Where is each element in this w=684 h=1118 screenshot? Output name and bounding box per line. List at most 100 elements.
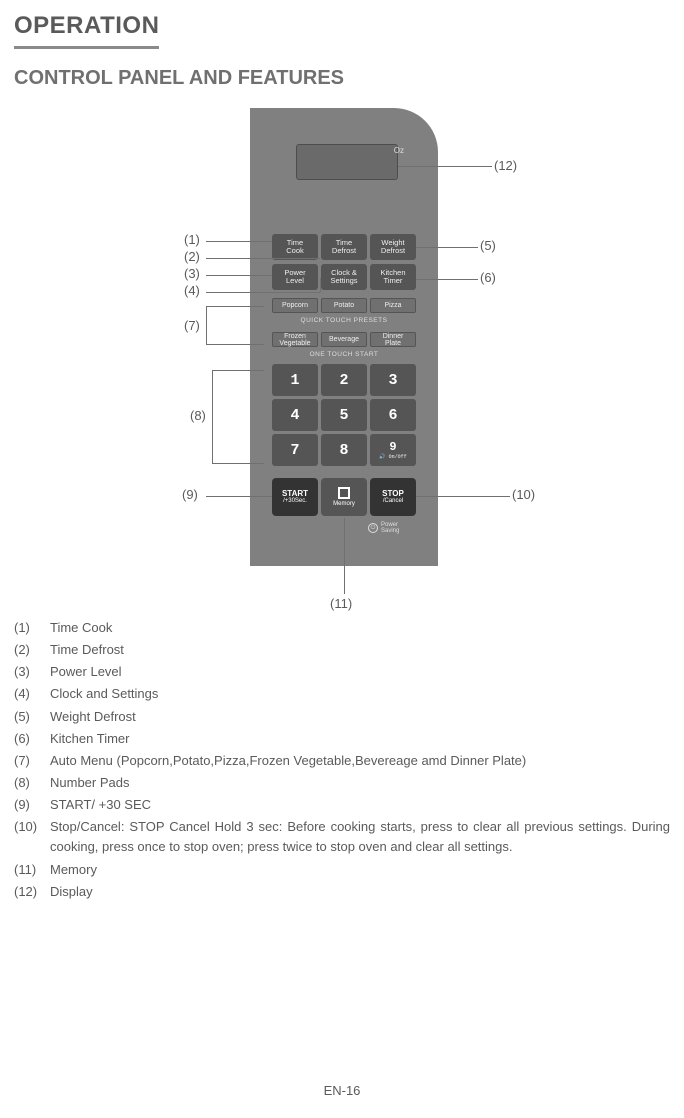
line-7a — [206, 306, 264, 307]
legend-row: (4)Clock and Settings — [14, 684, 670, 704]
legend-row: (8) Number Pads — [14, 773, 670, 793]
weight-defrost-button[interactable]: WeightDefrost — [370, 234, 416, 260]
legend-text: Weight Defrost — [50, 707, 670, 727]
stop-button[interactable]: STOP /Cancel — [370, 478, 416, 516]
memory-sub: Memory — [333, 501, 355, 507]
callout-4: (4) — [184, 283, 200, 298]
time-cook-button[interactable]: TimeCook — [272, 234, 318, 260]
legend-num: (3) — [14, 662, 50, 682]
legend-num: (2) — [14, 640, 50, 660]
callout-5: (5) — [480, 238, 496, 253]
one-touch-label: ONE TOUCH START — [250, 351, 438, 358]
line-5 — [416, 247, 478, 248]
legend-row: (5)Weight Defrost — [14, 707, 670, 727]
callout-7: (7) — [184, 318, 200, 333]
line-10 — [416, 496, 510, 497]
line-1 — [206, 241, 272, 242]
preset-potato[interactable]: Potato — [321, 298, 367, 313]
sound-onoff: 🔊 On/Off — [379, 454, 406, 460]
callout-2: (2) — [184, 249, 200, 264]
number-pad: 1 2 3 4 5 6 7 8 9 🔊 On/Off — [272, 364, 416, 466]
legend-text: Number Pads — [50, 773, 670, 793]
line-2 — [206, 258, 320, 259]
legend-num: (10) — [14, 817, 50, 857]
num-9-digit: 9 — [389, 440, 396, 454]
preset-row-1: Popcorn Potato Pizza — [272, 298, 416, 313]
legend-row: (12) Display — [14, 882, 670, 902]
legend-row: (3)Power Level — [14, 662, 670, 682]
legend-text: Power Level — [50, 662, 670, 682]
bottom-row: START /+30Sec. Memory STOP /Cancel — [272, 478, 416, 516]
line-8v — [212, 370, 213, 463]
legend-row: (6)Kitchen Timer — [14, 729, 670, 749]
legend-list: (1)Time Cook(2)Time Defrost(3)Power Leve… — [14, 618, 670, 902]
legend-text: Clock and Settings — [50, 684, 670, 704]
kitchen-timer-button[interactable]: KitchenTimer — [370, 264, 416, 290]
callout-9: (9) — [182, 487, 198, 502]
oz-label: Oz — [394, 146, 404, 155]
line-4v — [320, 278, 321, 292]
preset-frozen-veg[interactable]: FrozenVegetable — [272, 332, 318, 347]
legend-num: (12) — [14, 882, 50, 902]
display-screen — [296, 144, 398, 180]
legend-text: Auto Menu (Popcorn,Potato,Pizza,Frozen V… — [50, 751, 670, 771]
memory-button[interactable]: Memory — [321, 478, 367, 516]
callout-10: (10) — [512, 487, 535, 502]
legend-text: Memory — [50, 860, 670, 880]
legend-num: (9) — [14, 795, 50, 815]
callout-3: (3) — [184, 266, 200, 281]
start-button[interactable]: START /+30Sec. — [272, 478, 318, 516]
preset-dinner-plate[interactable]: DinnerPlate — [370, 332, 416, 347]
legend-text: Stop/Cancel: STOP Cancel Hold 3 sec: Bef… — [50, 817, 670, 857]
memory-icon — [338, 487, 350, 499]
legend-row: (1)Time Cook — [14, 618, 670, 638]
num-1[interactable]: 1 — [272, 364, 318, 396]
power-level-button[interactable]: PowerLevel — [272, 264, 318, 290]
line-9 — [206, 496, 272, 497]
start-label: START — [282, 490, 308, 498]
legend-text: Display — [50, 882, 670, 902]
num-7[interactable]: 7 — [272, 434, 318, 466]
line-3 — [206, 275, 272, 276]
legend-num: (7) — [14, 751, 50, 771]
legend-num: (11) — [14, 860, 50, 880]
line-6 — [416, 279, 478, 280]
time-defrost-button[interactable]: TimeDefrost — [321, 234, 367, 260]
num-5[interactable]: 5 — [321, 399, 367, 431]
num-4[interactable]: 4 — [272, 399, 318, 431]
line-7b — [206, 344, 264, 345]
callout-8: (8) — [190, 408, 206, 423]
control-panel: Oz TimeCook TimeDefrost WeightDefrost Po… — [250, 108, 438, 566]
num-9[interactable]: 9 🔊 On/Off — [370, 434, 416, 466]
legend-text: START/ +30 SEC — [50, 795, 670, 815]
line-7v — [206, 306, 207, 344]
clock-settings-button[interactable]: Clock &Settings — [321, 264, 367, 290]
legend-num: (4) — [14, 684, 50, 704]
power-saving-icon: ⏻ — [368, 523, 378, 533]
legend-text: Kitchen Timer — [50, 729, 670, 749]
preset-pizza[interactable]: Pizza — [370, 298, 416, 313]
legend-num: (5) — [14, 707, 50, 727]
num-2[interactable]: 2 — [321, 364, 367, 396]
callout-6: (6) — [480, 270, 496, 285]
function-row-2: PowerLevel Clock &Settings KitchenTimer — [272, 264, 416, 290]
line-12 — [398, 166, 492, 167]
power-saving-label: PowerSaving — [381, 522, 399, 534]
num-8[interactable]: 8 — [321, 434, 367, 466]
line-4 — [206, 292, 320, 293]
legend-num: (8) — [14, 773, 50, 793]
stop-sub: /Cancel — [383, 498, 403, 504]
num-6[interactable]: 6 — [370, 399, 416, 431]
quick-touch-label: QUICK TOUCH PRESETS — [250, 317, 438, 324]
legend-row: (10)Stop/Cancel: STOP Cancel Hold 3 sec:… — [14, 817, 670, 857]
start-sub: /+30Sec. — [283, 498, 307, 504]
legend-row: (7)Auto Menu (Popcorn,Potato,Pizza,Froze… — [14, 751, 670, 771]
num-3[interactable]: 3 — [370, 364, 416, 396]
legend-row: (9)START/ +30 SEC — [14, 795, 670, 815]
callout-12: (12) — [494, 158, 517, 173]
preset-beverage[interactable]: Beverage — [321, 332, 367, 347]
legend-row: (2)Time Defrost — [14, 640, 670, 660]
preset-popcorn[interactable]: Popcorn — [272, 298, 318, 313]
legend-text: Time Cook — [50, 618, 670, 638]
callout-1: (1) — [184, 232, 200, 247]
